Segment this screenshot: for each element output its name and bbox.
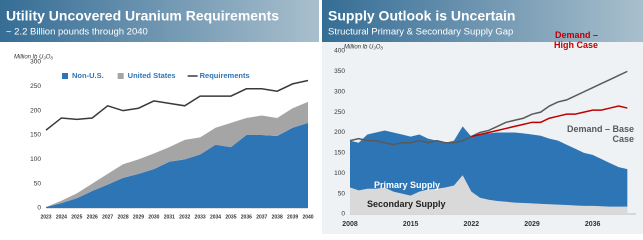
y-tick-label: 250	[30, 83, 41, 90]
x-tick-label: 2037	[256, 214, 267, 220]
y-axis-label: Million lb U₃O₈	[344, 45, 383, 51]
legend-label: Non-U.S.	[72, 71, 104, 80]
right-header	[322, 0, 643, 42]
line	[349, 70, 628, 146]
x-tick-label: 2038	[272, 214, 283, 220]
y-tick-label: 100	[30, 156, 41, 163]
x-tick-label: 2030	[148, 214, 159, 220]
chart-title: Utility Uncovered Uranium Requirements	[6, 8, 279, 24]
legend-label: United States	[128, 71, 176, 80]
series-label: Secondary Supply	[367, 199, 446, 209]
area	[46, 122, 308, 208]
x-tick-label: 2034	[210, 214, 221, 220]
x-tick-label: 2028	[117, 214, 128, 220]
y-tick-label: 0	[37, 205, 41, 212]
y-tick-label: 200	[334, 129, 345, 136]
chart-subtitle: ~ 2.2 Billion pounds through 2040	[6, 27, 148, 38]
series-label: Demand – High Case	[553, 30, 598, 50]
area	[350, 175, 628, 214]
y-tick-label: 300	[334, 88, 345, 95]
x-tick-label: 2039	[287, 214, 298, 220]
x-tick-label: 2008	[342, 221, 358, 228]
y-tick-label: 0	[341, 211, 345, 218]
x-tick-label: 2032	[179, 214, 190, 220]
y-tick-label: 350	[334, 68, 345, 75]
legend-label: Requirements	[200, 71, 250, 80]
chart-subtitle: Structural Primary & Secondary Supply Ga…	[328, 27, 513, 38]
y-tick-label: 250	[334, 109, 345, 116]
y-tick-label: 150	[30, 132, 41, 139]
x-tick-label: 2025	[71, 214, 82, 220]
x-tick-label: 2027	[102, 214, 113, 220]
y-tick-label: 150	[334, 150, 345, 157]
area	[46, 101, 308, 208]
x-tick-label: 2024	[56, 214, 67, 220]
y-axis-label: Million lb U₃O₈	[14, 55, 53, 61]
series-label: Demand – Base Case	[566, 124, 634, 144]
x-tick-label: 2036	[585, 221, 601, 228]
x-tick-label: 2040	[302, 214, 313, 220]
x-tick-label: 2026	[87, 214, 98, 220]
x-tick-label: 2036	[241, 214, 252, 220]
x-tick-label: 2015	[403, 221, 419, 228]
x-tick-label: 2031	[164, 214, 175, 220]
chart-title: Supply Outlook is Uncertain	[328, 8, 515, 24]
line	[471, 105, 628, 138]
line	[45, 79, 309, 131]
series-label: Primary Supply	[374, 180, 441, 190]
charts: Utility Uncovered Uranium Requirements ~ …	[0, 0, 643, 234]
y-tick-label: 50	[338, 190, 346, 197]
legend-swatch	[117, 73, 124, 79]
left-header	[0, 0, 319, 42]
y-tick-label: 300	[30, 59, 41, 66]
page: Utility Uncovered Uranium Requirements ~ …	[0, 0, 643, 234]
y-tick-label: 100	[334, 170, 345, 177]
x-tick-label: 2023	[40, 214, 51, 220]
x-tick-label: 2033	[195, 214, 206, 220]
legend-swatch	[62, 73, 68, 79]
y-tick-label: 400	[334, 48, 345, 55]
y-tick-label: 200	[30, 107, 41, 114]
x-tick-label: 2029	[133, 214, 144, 220]
x-tick-label: 2035	[225, 214, 236, 220]
x-tick-label: 2029	[524, 221, 540, 228]
area	[350, 126, 628, 207]
y-tick-label: 50	[34, 180, 42, 187]
x-tick-label: 2022	[464, 221, 480, 228]
